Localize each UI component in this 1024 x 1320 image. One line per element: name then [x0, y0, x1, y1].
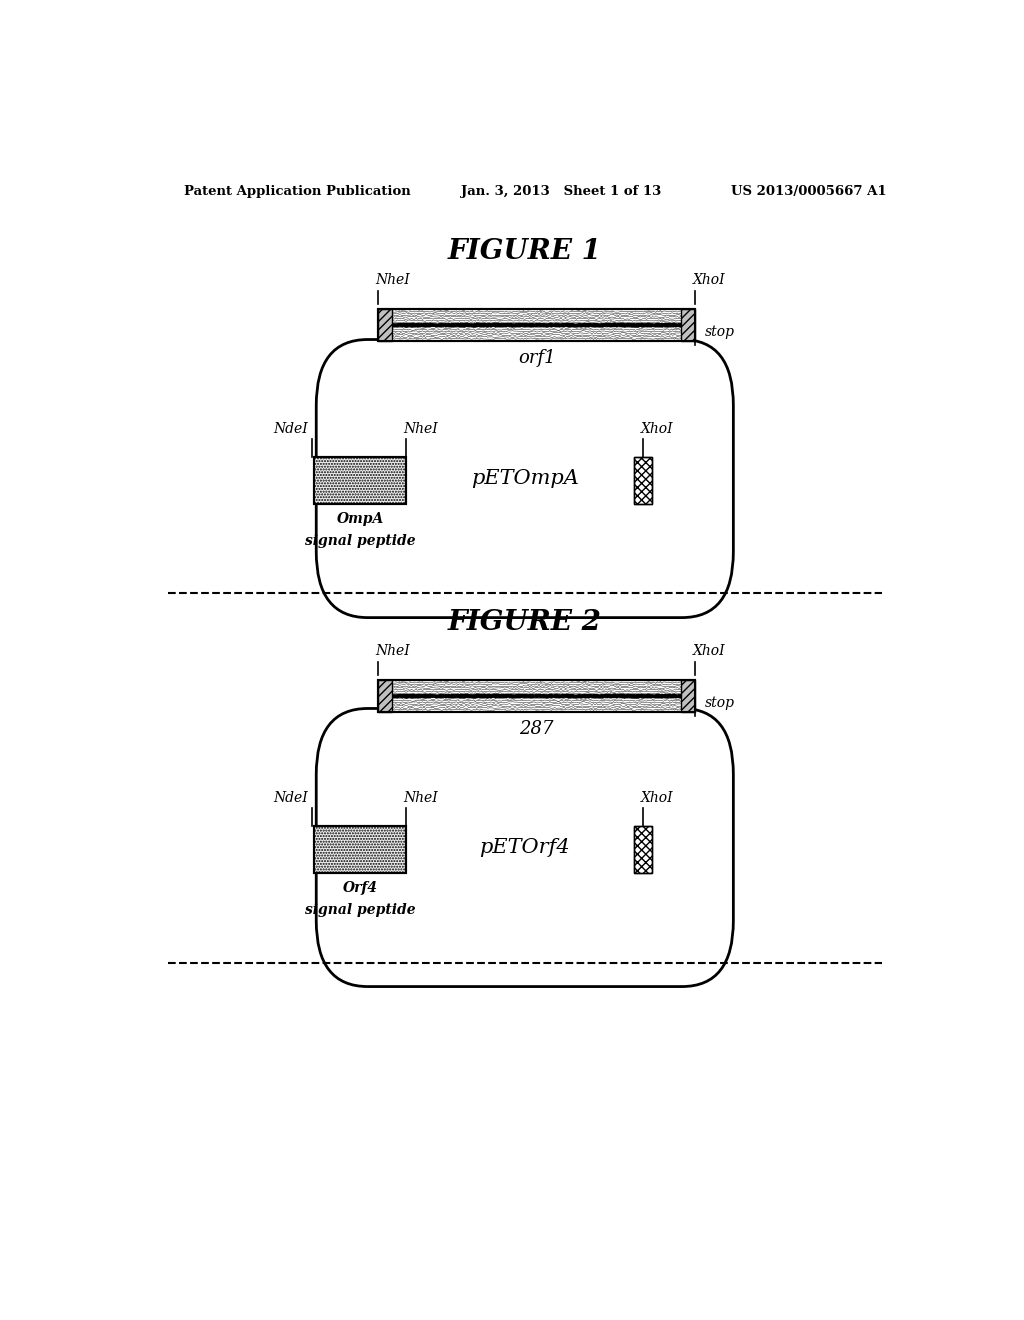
Bar — [681, 309, 695, 342]
FancyBboxPatch shape — [316, 339, 733, 618]
Text: NheI: NheI — [403, 791, 438, 805]
Text: NdeI: NdeI — [273, 791, 308, 805]
Bar — [314, 826, 406, 873]
Bar — [314, 457, 406, 504]
Bar — [634, 457, 652, 504]
Bar — [634, 457, 652, 504]
Text: pETOrf4: pETOrf4 — [479, 838, 570, 857]
Text: NheI: NheI — [376, 644, 411, 659]
Bar — [378, 309, 695, 342]
Text: signal peptide: signal peptide — [305, 903, 416, 917]
Text: FIGURE 2: FIGURE 2 — [447, 609, 602, 636]
Bar — [634, 826, 652, 873]
Bar — [314, 457, 406, 504]
FancyBboxPatch shape — [316, 709, 733, 986]
Text: XhoI: XhoI — [693, 273, 726, 288]
Text: XhoI: XhoI — [641, 422, 674, 436]
Text: Orf4: Orf4 — [343, 880, 378, 895]
Text: pETOmpA: pETOmpA — [471, 469, 579, 488]
Text: signal peptide: signal peptide — [305, 535, 416, 549]
Bar — [378, 309, 392, 342]
Text: orf1: orf1 — [518, 350, 555, 367]
Text: US 2013/0005667 A1: US 2013/0005667 A1 — [731, 185, 887, 198]
Bar — [681, 680, 695, 713]
Text: FIGURE 1: FIGURE 1 — [447, 238, 602, 265]
Bar — [378, 680, 695, 713]
Bar — [634, 826, 652, 873]
Text: Jan. 3, 2013   Sheet 1 of 13: Jan. 3, 2013 Sheet 1 of 13 — [461, 185, 662, 198]
Text: 287: 287 — [519, 721, 554, 738]
Text: stop: stop — [705, 696, 735, 710]
Bar — [378, 680, 695, 713]
Text: NheI: NheI — [403, 422, 438, 436]
Bar — [634, 826, 652, 873]
Bar — [314, 826, 406, 873]
Bar — [378, 680, 392, 713]
Text: XhoI: XhoI — [641, 791, 674, 805]
Text: NheI: NheI — [376, 273, 411, 288]
Text: stop: stop — [705, 325, 735, 339]
Bar — [378, 309, 695, 342]
Text: XhoI: XhoI — [693, 644, 726, 659]
Bar — [314, 457, 406, 504]
Bar — [314, 826, 406, 873]
Text: NdeI: NdeI — [273, 422, 308, 436]
Text: OmpA: OmpA — [337, 512, 384, 527]
Text: Patent Application Publication: Patent Application Publication — [183, 185, 411, 198]
Bar — [634, 457, 652, 504]
